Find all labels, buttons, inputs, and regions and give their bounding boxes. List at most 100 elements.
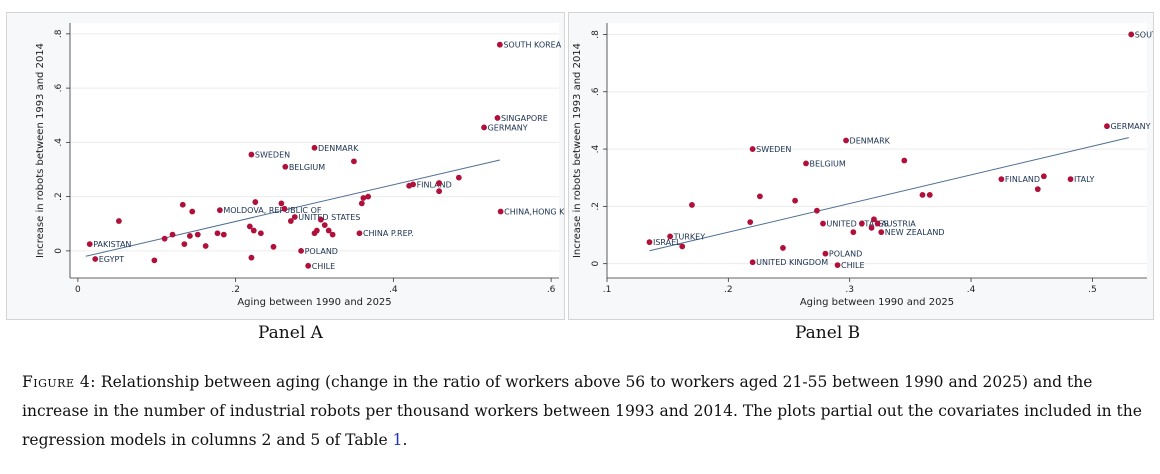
x-tick-label: .2 <box>724 285 733 295</box>
data-point <box>1040 173 1047 180</box>
panel-b-title: Panel B <box>795 323 861 343</box>
data-point <box>871 216 877 223</box>
point-label: POLAND <box>829 250 862 259</box>
data-point <box>747 219 754 226</box>
data-point <box>689 202 695 208</box>
data-point <box>181 241 188 247</box>
y-axis-label: Increase in robots between 1993 and 2014 <box>572 43 583 258</box>
data-point <box>919 192 926 198</box>
panel-a-chart: 0 .2 .4 .6 .8 0 .2 .4 .6 Aging between 1990 and 2… <box>6 12 565 320</box>
point-label: NEW ZEALAND <box>885 228 945 237</box>
data-point <box>282 163 289 170</box>
data-point <box>351 158 357 165</box>
data-point <box>834 262 841 269</box>
data-point <box>298 247 304 254</box>
table-reference-link[interactable]: 1 <box>392 431 403 449</box>
data-point <box>455 174 462 181</box>
point-label: POLAND <box>305 247 338 256</box>
data-point <box>325 227 332 234</box>
data-point <box>248 151 255 158</box>
data-point <box>497 208 504 215</box>
data-point <box>1034 186 1041 193</box>
data-point <box>436 180 443 186</box>
point-label: CHILE <box>312 262 335 271</box>
data-point <box>194 231 201 238</box>
point-label: BELGIUM <box>810 159 846 168</box>
data-point <box>1067 176 1074 183</box>
data-point <box>186 233 193 239</box>
data-point <box>161 235 168 242</box>
point-label: SWEDEN <box>756 145 791 154</box>
y-tick-label: .4 <box>54 138 64 147</box>
data-point <box>287 218 294 224</box>
data-point <box>321 222 328 229</box>
scatter-plot-a: 0 .2 .4 .6 .8 0 .2 .4 .6 Aging between 1990 and 2… <box>35 23 564 308</box>
x-tick-label: 0 <box>75 285 81 295</box>
data-point <box>250 227 257 234</box>
data-point <box>901 157 908 164</box>
y-tick-label: .4 <box>591 145 601 154</box>
point-label: FINLAND <box>1005 175 1040 184</box>
data-point <box>874 220 881 227</box>
plot-area <box>607 23 1147 278</box>
x-tick-label: .5 <box>1088 285 1097 295</box>
data-point <box>151 257 158 264</box>
point-label: DENMARK <box>850 136 891 145</box>
x-tick-label: .2 <box>231 285 240 295</box>
data-point <box>780 245 786 251</box>
point-label: EGYPT <box>99 255 125 264</box>
point-label: BELGIUM <box>289 163 325 172</box>
data-point <box>246 223 253 230</box>
point-label: GERMANY <box>1110 122 1150 131</box>
data-point <box>86 241 93 247</box>
point-label: TURKEY <box>673 232 706 241</box>
scatter-plot-b: 0 .2 .4 .6 .8 .1 .2 .3 .4 .5 Aging between 1990 an… <box>572 23 1153 308</box>
data-point <box>92 256 99 262</box>
y-tick-label: .8 <box>54 29 64 38</box>
data-point <box>998 176 1005 183</box>
panel-a-title: Panel A <box>258 323 323 343</box>
data-point <box>406 182 413 189</box>
data-point <box>646 239 653 246</box>
data-point <box>311 144 318 151</box>
point-label: CHINA P.REP. <box>363 229 414 238</box>
data-point <box>116 218 122 224</box>
point-label: ISRAEL <box>653 238 681 247</box>
caption-end: . <box>402 431 408 449</box>
data-point <box>220 231 227 238</box>
data-point <box>926 192 933 198</box>
data-point <box>281 205 288 212</box>
data-point <box>667 233 674 240</box>
x-tick-label: .4 <box>967 285 976 295</box>
data-point <box>329 231 336 238</box>
x-axis-label: Aging between 1990 and 2025 <box>800 297 954 308</box>
data-point <box>1104 123 1110 130</box>
point-label: CHILE <box>841 261 864 270</box>
data-point <box>356 230 363 237</box>
data-point <box>252 199 259 205</box>
data-point <box>814 207 820 214</box>
data-point <box>749 146 756 152</box>
point-label: SOUTH KOREA <box>503 41 561 50</box>
data-point <box>270 243 277 250</box>
data-point <box>756 193 763 200</box>
y-tick-label: .6 <box>591 87 601 96</box>
data-point <box>216 207 223 214</box>
x-tick-label: .6 <box>547 285 556 295</box>
data-point <box>858 220 865 227</box>
fit-line <box>649 137 1129 252</box>
data-point <box>1128 31 1135 38</box>
data-point <box>436 188 443 195</box>
point-label: AUSTRIA <box>881 220 916 229</box>
data-point <box>496 41 503 48</box>
point-label: ITALY <box>1074 175 1094 184</box>
data-point <box>313 227 320 234</box>
point-label: SWEDEN <box>255 151 290 160</box>
caption-text: Relationship between aging (change in th… <box>22 373 1142 449</box>
figure-caption: Figure 4: Relationship between aging (ch… <box>22 368 1142 455</box>
data-point <box>248 254 255 261</box>
x-axis-label: Aging between 1990 and 2025 <box>237 297 391 308</box>
y-tick-label: .8 <box>591 30 601 39</box>
data-point <box>494 115 501 121</box>
data-point <box>169 231 176 238</box>
